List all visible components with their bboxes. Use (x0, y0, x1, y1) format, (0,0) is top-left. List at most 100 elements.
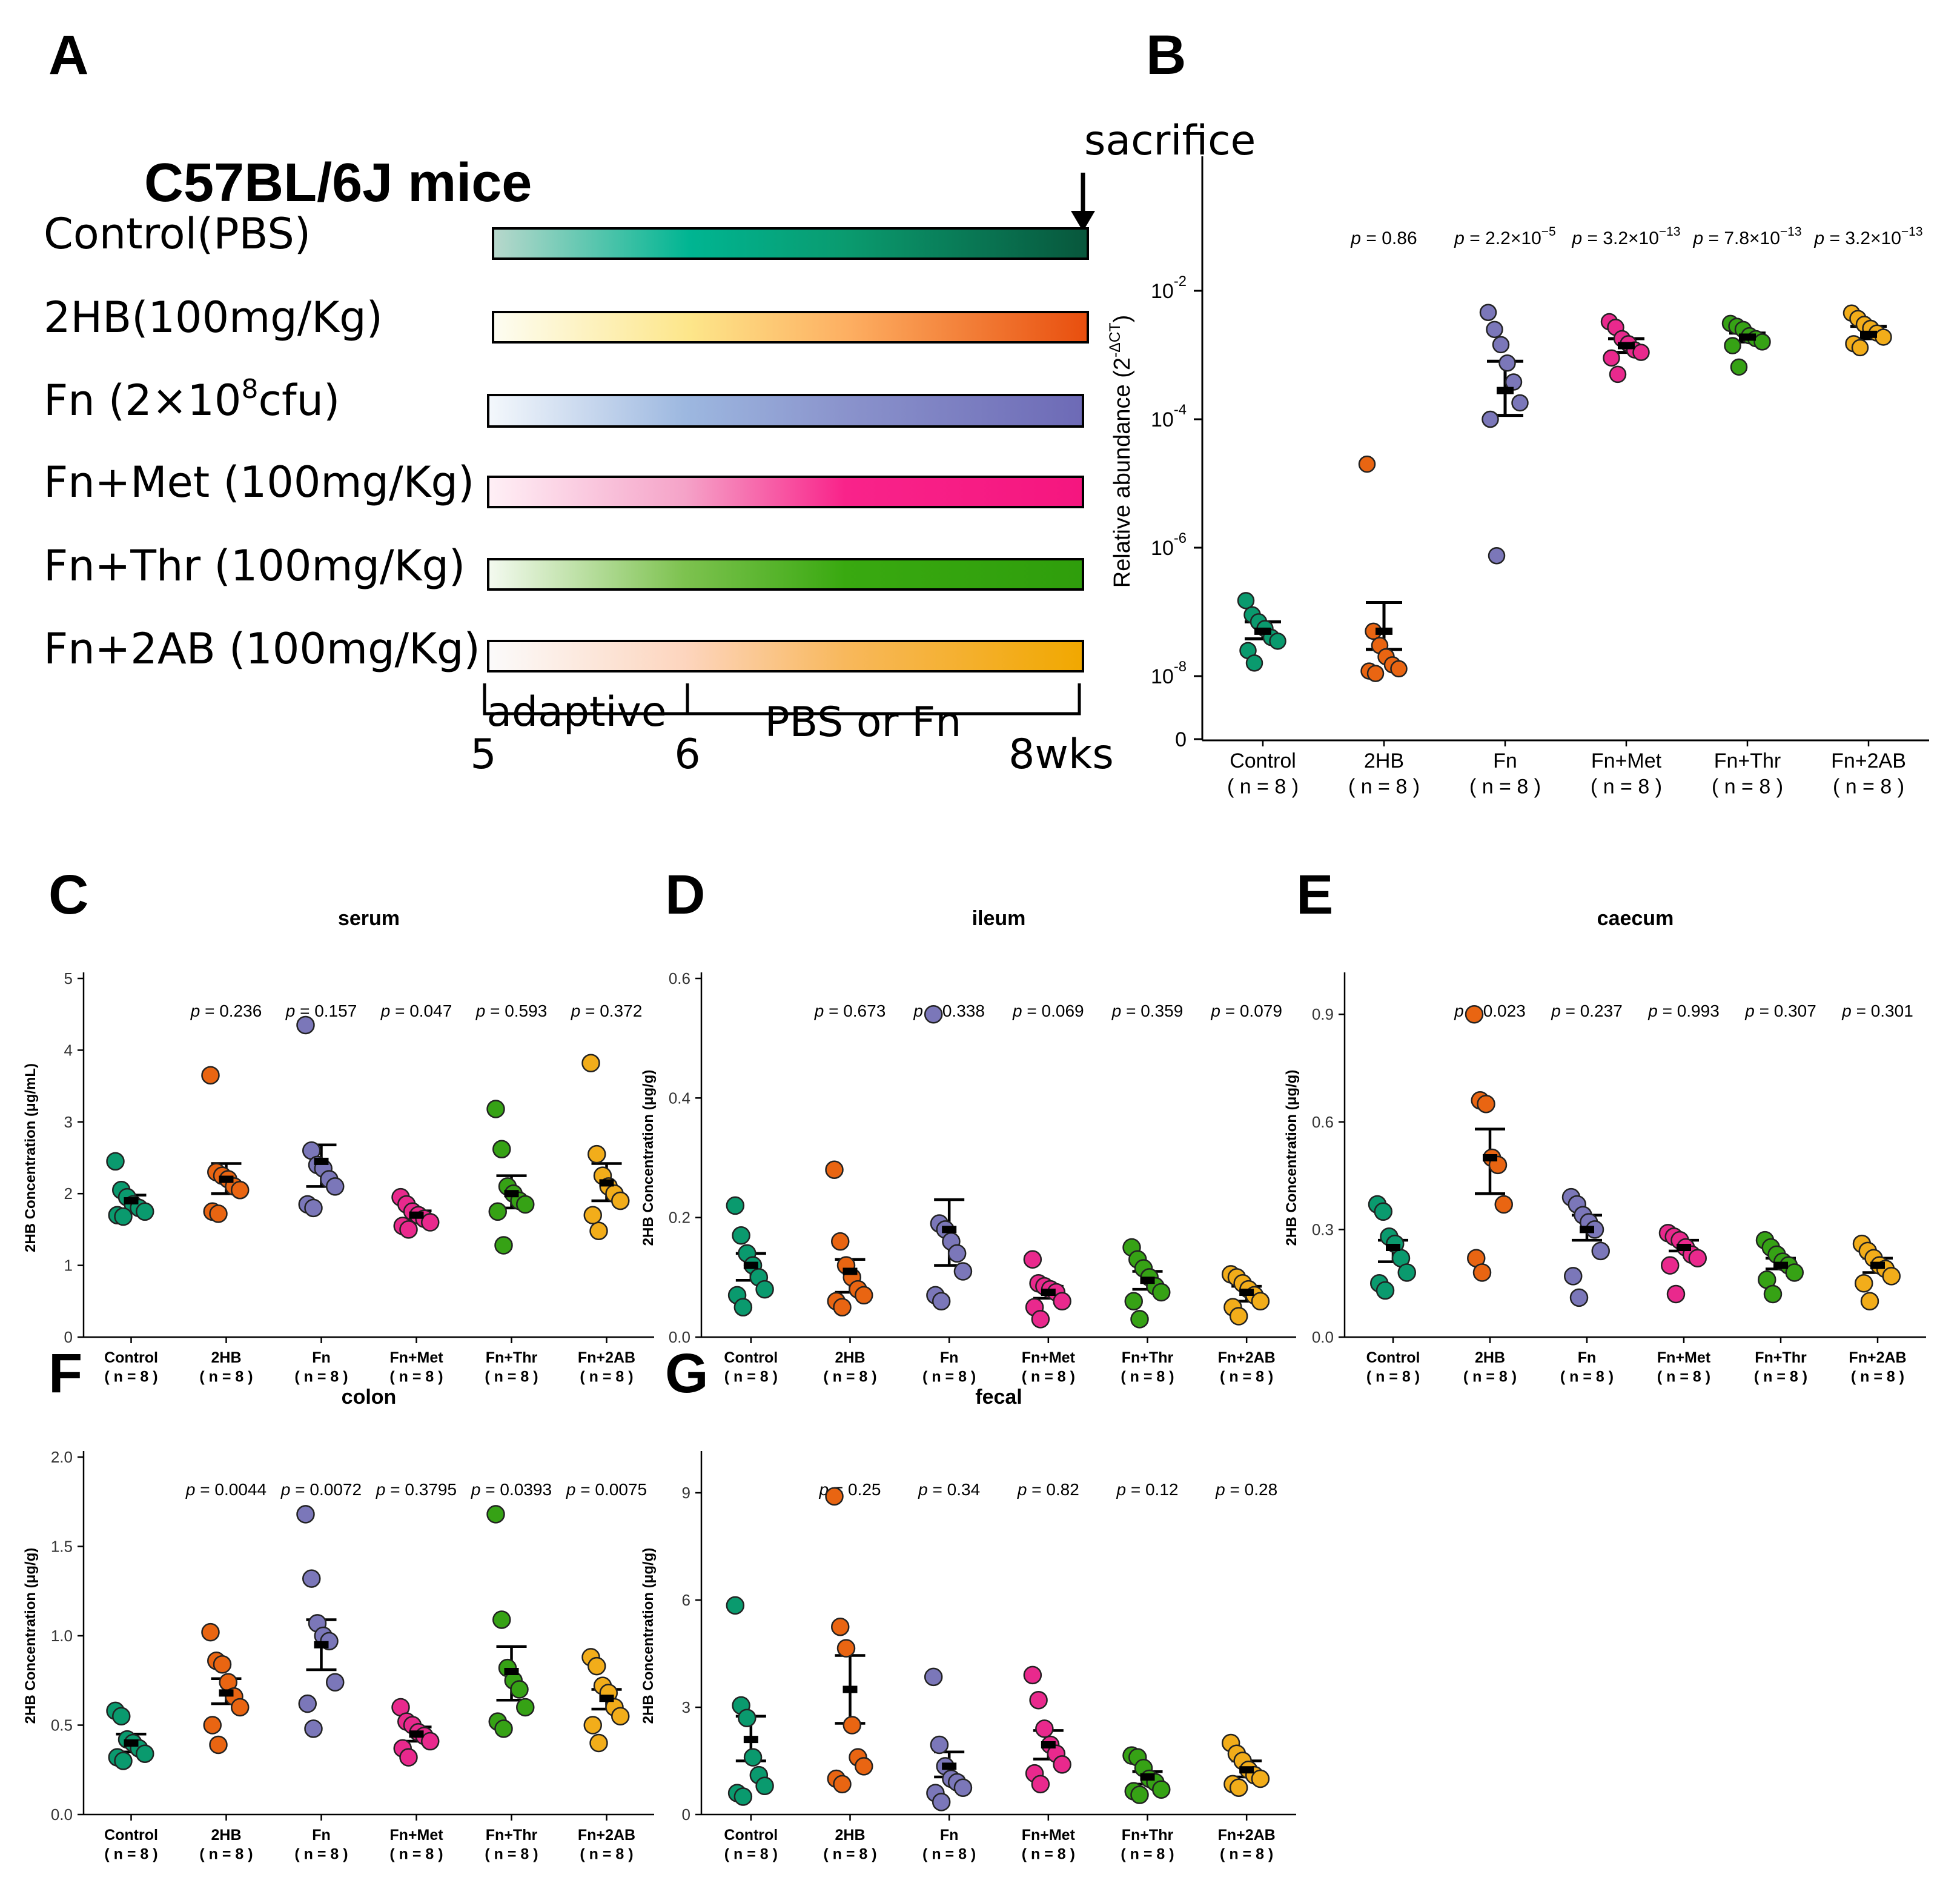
x-tick-label: Fn+Met (1657, 1349, 1711, 1366)
data-point (1053, 1755, 1071, 1774)
data-point (486, 1100, 505, 1118)
x-tick-label: Fn+Thr (1122, 1827, 1174, 1844)
panel-d-chart: ileum 0.0 0.2 0.4 0.6 2HB Concentration (μg/g… (640, 907, 1296, 1385)
mean-marker (1386, 1244, 1400, 1251)
p-value: = 0.0393 (481, 1480, 552, 1499)
sample-size-label: ( n = 8 ) (294, 1845, 348, 1862)
data-point (421, 1732, 440, 1751)
sample-size-label: ( n = 8 ) (1712, 775, 1783, 799)
x-tick-label: Fn (940, 1349, 959, 1366)
data-point (1251, 1769, 1270, 1788)
data-point (106, 1152, 125, 1171)
data-point (831, 1232, 850, 1251)
y-tick-label-zero: 0 (1175, 728, 1187, 751)
p-value-label: p = 0.236 (190, 1001, 262, 1020)
data-point (833, 1298, 852, 1317)
y-tick-label: 9 (682, 1484, 690, 1502)
timeline-axis (483, 683, 1081, 716)
sample-size-label: ( n = 8 ) (823, 1368, 876, 1385)
p-exponent: −13 (1901, 225, 1923, 239)
data-point (1785, 1263, 1804, 1282)
x-tick-label: Fn+2AB (1831, 749, 1906, 772)
p-symbol: p (1210, 1001, 1220, 1020)
mean-marker (409, 1211, 424, 1219)
p-value: = 0.3795 (386, 1480, 457, 1499)
series-group-Control (726, 1596, 774, 1806)
series-group-Fn+2AB (581, 1648, 630, 1753)
data-point (304, 1719, 323, 1738)
chart-title: caecum (1597, 907, 1674, 930)
data-point (589, 1733, 608, 1753)
data-point (516, 1698, 535, 1717)
data-point (1730, 358, 1748, 376)
data-point (213, 1655, 232, 1674)
sample-size-label: ( n = 8 ) (389, 1845, 443, 1862)
data-point (1031, 1775, 1050, 1794)
series-group-Fn (1561, 1187, 1610, 1307)
mean-marker (942, 1762, 957, 1770)
data-point (1229, 1307, 1248, 1326)
mean-marker (1860, 330, 1877, 338)
p-symbol: p (280, 1480, 291, 1499)
label-superscript: 8 (241, 374, 258, 405)
x-tick-label: Control (724, 1349, 778, 1366)
data-point (114, 1752, 133, 1770)
y-tick-label: 0.0 (51, 1805, 73, 1824)
data-point (733, 1298, 753, 1317)
p-value-label: p = 0.023 (1454, 1001, 1526, 1020)
sample-size-label: ( n = 8 ) (1469, 775, 1541, 799)
p-symbol: p (380, 1001, 391, 1020)
data-point (1031, 1310, 1050, 1329)
panel-label-d: D (665, 864, 705, 926)
mean-marker (743, 1736, 758, 1744)
p-value: = 2.2×10 (1465, 228, 1541, 248)
p-value: = 0.0044 (196, 1480, 267, 1499)
mean-marker (314, 1157, 329, 1165)
x-tick-label: 2HB (1364, 749, 1404, 772)
p-value: = 0.28 (1225, 1480, 1277, 1499)
sample-size-label: ( n = 8 ) (1227, 775, 1299, 799)
p-value: = 0.86 (1361, 228, 1417, 248)
data-point (1492, 336, 1510, 354)
data-point (726, 1196, 745, 1215)
p-symbol: p (1215, 1480, 1225, 1499)
data-point (421, 1213, 440, 1232)
data-point (1152, 1283, 1171, 1302)
x-tick-label: Control (1366, 1349, 1420, 1366)
data-point (733, 1787, 753, 1806)
mean-marker (1254, 627, 1271, 635)
p-value: = 0.34 (928, 1480, 980, 1499)
series-group-Fn+2AB (1852, 1234, 1901, 1311)
series-group-Fn+2AB (581, 1054, 630, 1241)
data-point (924, 1004, 943, 1024)
p-value: = 0.301 (1852, 1001, 1913, 1020)
series-group-Control (726, 1196, 774, 1317)
p-symbol: p (1692, 228, 1703, 248)
series-group-Fn+Met (1658, 1224, 1707, 1304)
data-point (488, 1202, 507, 1221)
y-tick-label: 2.0 (51, 1448, 73, 1466)
sample-size-label: ( n = 8 ) (1833, 775, 1904, 799)
p-symbol: p (1744, 1001, 1755, 1020)
x-tick-label: Fn+Met (1591, 749, 1662, 772)
p-value-label: p = 0.359 (1111, 1001, 1184, 1020)
series-group-Fn+Thr (1721, 314, 1771, 376)
x-tick-label: Fn+Thr (1755, 1349, 1807, 1366)
data-point (1251, 1292, 1270, 1311)
data-point (1860, 1292, 1879, 1311)
mean-marker (843, 1685, 858, 1693)
p-value-label: p = 0.12 (1116, 1480, 1179, 1499)
data-point (831, 1618, 850, 1636)
y-tick-label: 0.0 (669, 1328, 690, 1346)
p-value-label: p = 0.86 (1350, 228, 1417, 248)
tick-base: 10 (1151, 408, 1174, 431)
data-point (843, 1716, 861, 1735)
p-symbol: p (1571, 228, 1582, 248)
data-point (1152, 1780, 1171, 1799)
p-value-label: p = 0.0044 (185, 1480, 267, 1499)
sample-size-label: ( n = 8 ) (580, 1368, 633, 1385)
data-point (1376, 1281, 1395, 1300)
data-point (1763, 1284, 1783, 1304)
y-tick-label: 1 (64, 1257, 73, 1275)
chart-title: colon (342, 1386, 397, 1409)
